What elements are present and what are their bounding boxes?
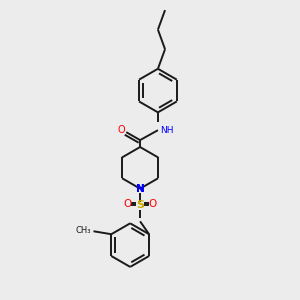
Text: O: O [118, 125, 125, 135]
Text: NH: NH [160, 126, 173, 135]
Text: O: O [149, 200, 157, 209]
Text: S: S [136, 200, 144, 211]
Text: O: O [123, 200, 131, 209]
Text: CH₃: CH₃ [75, 226, 91, 235]
Text: N: N [136, 184, 145, 194]
Text: N: N [136, 184, 145, 194]
